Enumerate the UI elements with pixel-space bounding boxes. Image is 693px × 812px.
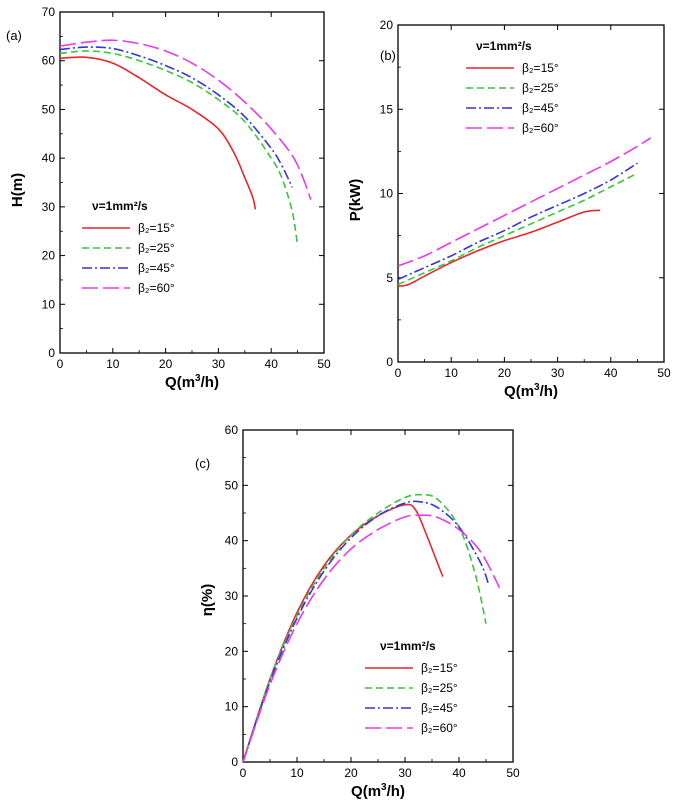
legend-label-beta60: β₂=60° [522, 121, 559, 135]
y-tick-label: 30 [225, 589, 239, 603]
y-tick-label: 20 [225, 644, 239, 658]
y-tick-label: 0 [48, 346, 55, 360]
legend-label-beta45: β₂=45° [522, 101, 559, 115]
panel-label: (c) [195, 456, 210, 471]
y-tick-label: 50 [225, 478, 239, 492]
series-line-beta45 [242, 500, 490, 763]
y-tick-label: 40 [42, 151, 56, 165]
y-tick-label: 0 [231, 755, 238, 769]
series-line-beta60 [397, 137, 652, 267]
x-tick-label: 50 [657, 366, 671, 380]
y-axis-label: P(kW) [347, 179, 364, 222]
x-tick-label: 30 [551, 366, 565, 380]
y-tick-label: 20 [42, 249, 56, 263]
y-axis-label: H(m) [9, 173, 26, 207]
y-tick-label: 40 [225, 534, 239, 548]
series-line-beta15 [397, 209, 601, 287]
x-tick-label: 10 [290, 766, 304, 780]
y-tick-label: 20 [380, 18, 394, 32]
series-line-beta45 [397, 162, 638, 281]
legend-title: ν=1mm²/s [380, 639, 436, 653]
x-tick-label: 10 [445, 366, 459, 380]
x-tick-label: 20 [498, 366, 512, 380]
series-line-beta15 [59, 56, 257, 210]
y-tick-label: 10 [42, 297, 56, 311]
chart-c: 0 10 20 30 40 50 0 10 20 30 40 50 60 Q(m3/h) η(%) (c) ν=… [195, 423, 520, 800]
legend-title: ν=1mm²/s [92, 199, 148, 213]
legend-label-beta60: β₂=60° [421, 721, 458, 735]
x-tick-label: 50 [317, 357, 331, 371]
x-tick-label: 0 [395, 366, 402, 380]
legend-label-beta15: β₂=15° [421, 661, 458, 675]
legend: ν=1mm²/s β₂=15° β₂=25° β₂=45° β₂=60° [466, 39, 559, 135]
y-axis-label: η(%) [199, 584, 216, 617]
series-line-beta25 [397, 172, 638, 286]
x-axis-label: Q(m3/h) [165, 373, 219, 391]
y-tick-label: 0 [386, 355, 393, 369]
x-tick-label: 40 [604, 366, 618, 380]
series-line-beta60 [59, 39, 312, 200]
x-tick-label: 30 [398, 766, 412, 780]
x-axis-label: Q(m3/h) [504, 382, 558, 400]
legend-label-beta25: β₂=25° [138, 241, 175, 255]
x-tick-label: 20 [159, 357, 173, 371]
plot-frame [242, 429, 514, 763]
legend: ν=1mm²/s β₂=15° β₂=25° β₂=45° β₂=60° [82, 199, 175, 295]
x-tick-label: 20 [344, 766, 358, 780]
y-tick-label: 60 [225, 423, 239, 437]
legend-label-beta60: β₂=60° [138, 281, 175, 295]
x-tick-label: 30 [212, 357, 226, 371]
legend: ν=1mm²/s β₂=15° β₂=25° β₂=45° β₂=60° [365, 639, 458, 735]
plot-frame [397, 24, 665, 363]
legend-label-beta15: β₂=15° [138, 221, 175, 235]
chart-a: 0 10 20 30 40 50 0 10 20 30 40 50 60 70 Q(m3/h) H(m) (a)… [6, 5, 331, 391]
x-tick-label: 40 [452, 766, 466, 780]
panel-label: (a) [6, 28, 22, 43]
series-line-beta45 [59, 46, 294, 188]
y-tick-label: 50 [42, 102, 56, 116]
chart-b: 0 10 20 30 40 50 0 5 10 15 20 Q(m3/h) P(kW) (b) ν=1mm²… [347, 18, 671, 400]
y-tick-label: 5 [386, 271, 393, 285]
panel-label: (b) [380, 48, 396, 63]
x-tick-label: 50 [506, 766, 520, 780]
x-tick-label: 0 [57, 357, 64, 371]
x-tick-label: 10 [106, 357, 120, 371]
y-tick-label: 15 [380, 102, 394, 116]
y-tick-label: 60 [42, 54, 56, 68]
legend-label-beta25: β₂=25° [522, 81, 559, 95]
series-line-beta60 [242, 514, 501, 763]
y-tick-label: 70 [42, 5, 56, 19]
y-tick-label: 10 [380, 187, 394, 201]
x-tick-label: 40 [265, 357, 279, 371]
legend-label-beta45: β₂=45° [138, 261, 175, 275]
x-axis-label: Q(m3/h) [351, 782, 405, 800]
legend-label-beta25: β₂=25° [421, 681, 458, 695]
y-tick-label: 10 [225, 700, 239, 714]
legend-label-beta45: β₂=45° [421, 701, 458, 715]
series-line-beta25 [59, 50, 299, 246]
x-tick-label: 0 [240, 766, 247, 780]
y-tick-label: 30 [42, 200, 56, 214]
legend-label-beta15: β₂=15° [522, 61, 559, 75]
legend-title: ν=1mm²/s [476, 39, 532, 53]
